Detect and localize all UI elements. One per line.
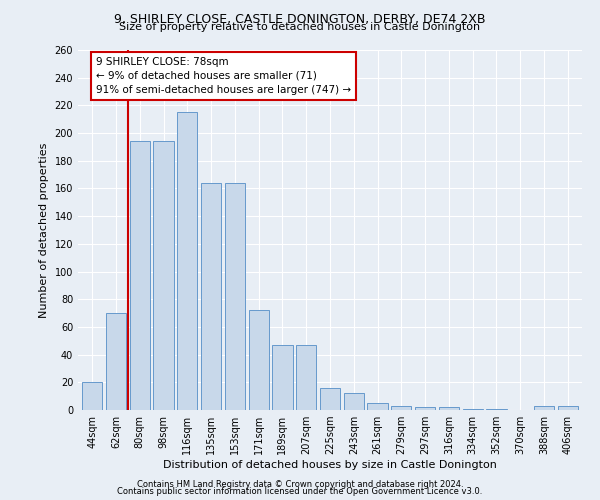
- Bar: [367, 403, 388, 410]
- Bar: [487, 408, 506, 410]
- Bar: [177, 112, 197, 410]
- Bar: [106, 313, 126, 410]
- Bar: [391, 406, 412, 410]
- Text: 9, SHIRLEY CLOSE, CASTLE DONINGTON, DERBY, DE74 2XB: 9, SHIRLEY CLOSE, CASTLE DONINGTON, DERB…: [114, 12, 486, 26]
- Bar: [463, 408, 483, 410]
- Bar: [272, 345, 293, 410]
- Text: Size of property relative to detached houses in Castle Donington: Size of property relative to detached ho…: [119, 22, 481, 32]
- Bar: [225, 183, 245, 410]
- Y-axis label: Number of detached properties: Number of detached properties: [39, 142, 49, 318]
- Bar: [154, 142, 173, 410]
- Bar: [130, 142, 150, 410]
- Bar: [248, 310, 269, 410]
- Bar: [296, 345, 316, 410]
- Bar: [439, 407, 459, 410]
- Text: 9 SHIRLEY CLOSE: 78sqm
← 9% of detached houses are smaller (71)
91% of semi-deta: 9 SHIRLEY CLOSE: 78sqm ← 9% of detached …: [96, 57, 351, 95]
- Bar: [534, 406, 554, 410]
- Bar: [344, 394, 364, 410]
- Bar: [320, 388, 340, 410]
- Text: Contains HM Land Registry data © Crown copyright and database right 2024.: Contains HM Land Registry data © Crown c…: [137, 480, 463, 489]
- Bar: [415, 407, 435, 410]
- Bar: [557, 406, 578, 410]
- Bar: [82, 382, 103, 410]
- Text: Contains public sector information licensed under the Open Government Licence v3: Contains public sector information licen…: [118, 487, 482, 496]
- Bar: [201, 183, 221, 410]
- X-axis label: Distribution of detached houses by size in Castle Donington: Distribution of detached houses by size …: [163, 460, 497, 470]
